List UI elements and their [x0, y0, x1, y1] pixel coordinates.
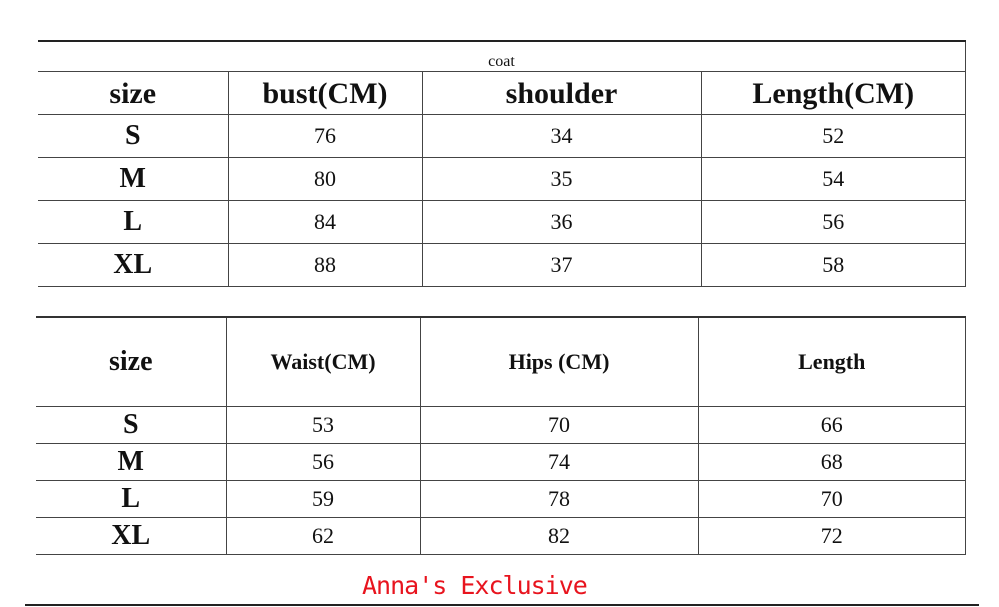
cell: 52 [700, 114, 966, 158]
cell: 80 [227, 157, 423, 201]
table-row: S 76 34 52 [38, 114, 966, 158]
table-row: M 80 35 54 [38, 157, 966, 201]
cell: 76 [227, 114, 423, 158]
column-header: bust(CM) [227, 71, 423, 115]
cell: 70 [697, 480, 966, 518]
cell: 34 [421, 114, 702, 158]
column-header: Length [697, 316, 966, 407]
cell: 82 [419, 517, 699, 555]
column-header: shoulder [421, 71, 702, 115]
size-cell: M [36, 443, 227, 481]
cell: 70 [419, 406, 699, 444]
coat-size-table: coat size bust(CM) shoulder Length(CM) S… [38, 40, 966, 287]
size-cell: L [38, 200, 229, 244]
size-cell: L [36, 480, 227, 518]
column-header: size [36, 316, 227, 407]
column-header: Length(CM) [700, 71, 966, 115]
table-row: XL 62 82 72 [36, 517, 966, 555]
cell: 56 [700, 200, 966, 244]
cell: 35 [421, 157, 702, 201]
cell: 66 [697, 406, 966, 444]
table-title: coat [38, 40, 966, 72]
cell: 88 [227, 243, 423, 287]
cell: 62 [225, 517, 421, 555]
column-header: size [38, 71, 229, 115]
cell: 68 [697, 443, 966, 481]
table-row: XL 88 37 58 [38, 243, 966, 287]
table-row: S 53 70 66 [36, 406, 966, 444]
cell: 53 [225, 406, 421, 444]
size-cell: XL [38, 243, 229, 287]
cell: 59 [225, 480, 421, 518]
bottom-size-table: size Waist(CM) Hips (CM) Length S 53 70 … [36, 316, 966, 555]
cell: 54 [700, 157, 966, 201]
divider [25, 604, 979, 606]
cell: 84 [227, 200, 423, 244]
cell: 56 [225, 443, 421, 481]
cell: 72 [697, 517, 966, 555]
column-header: Hips (CM) [419, 316, 699, 407]
cell: 37 [421, 243, 702, 287]
cell: 78 [419, 480, 699, 518]
cell: 36 [421, 200, 702, 244]
cell: 74 [419, 443, 699, 481]
table-row: L 84 36 56 [38, 200, 966, 244]
table-row: L 59 78 70 [36, 480, 966, 518]
table-row: M 56 74 68 [36, 443, 966, 481]
column-header: Waist(CM) [225, 316, 421, 407]
size-cell: S [38, 114, 229, 158]
size-cell: S [36, 406, 227, 444]
cell: 58 [700, 243, 966, 287]
size-cell: M [38, 157, 229, 201]
size-cell: XL [36, 517, 227, 555]
watermark: Anna's Exclusive [362, 571, 588, 600]
